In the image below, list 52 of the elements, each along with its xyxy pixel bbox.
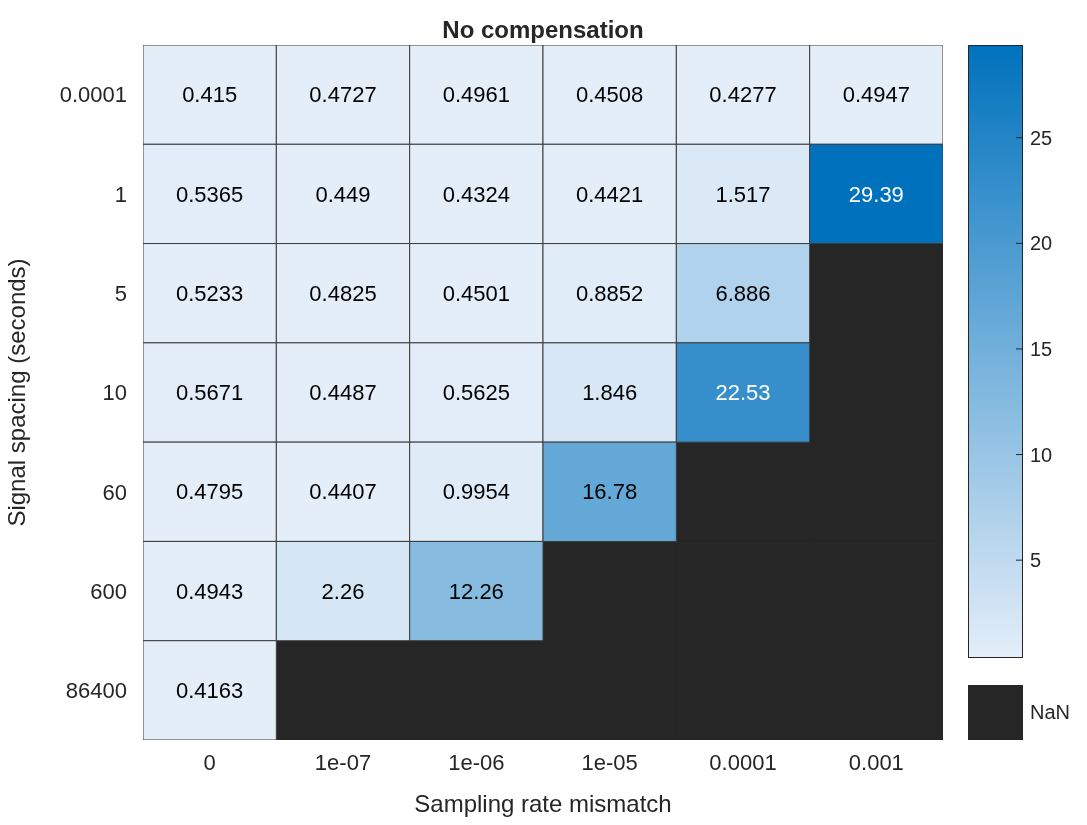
y-tick-label: 86400 [65, 678, 127, 704]
data-label: 2.26 [321, 578, 365, 604]
data-label: 0.4487 [309, 380, 377, 406]
data-label: 0.4421 [576, 181, 644, 207]
y-tick-label: 10 [102, 380, 127, 406]
y-axis-title: Signal spacing (seconds) [2, 258, 30, 527]
data-label: 0.4943 [176, 578, 244, 604]
data-label: 0.5625 [442, 380, 510, 406]
data-label: 22.53 [715, 380, 771, 406]
data-label: 12.26 [448, 578, 504, 604]
data-label: 0.5671 [176, 380, 244, 406]
data-label: 1.846 [582, 380, 638, 406]
data-label: 0.4277 [709, 82, 777, 108]
data-label: 0.415 [182, 82, 238, 108]
y-tick-label: 600 [90, 578, 127, 604]
data-label: 0.4727 [309, 82, 377, 108]
color-bar-label: 10 [1030, 443, 1053, 466]
data-label: 6.886 [715, 280, 771, 306]
data-label: 29.39 [848, 181, 904, 207]
color-bar-label: 5 [1030, 549, 1042, 572]
data-label: 0.4163 [176, 678, 244, 704]
x-tick-label: 0.0001 [709, 749, 777, 775]
data-label: 0.4947 [842, 82, 910, 108]
data-label: 16.78 [582, 479, 638, 505]
data-label: 0.9954 [442, 479, 510, 505]
x-axis-title: Sampling rate mismatch [414, 790, 672, 817]
y-tick-label: 60 [102, 479, 127, 505]
data-label: 0.4961 [442, 82, 510, 108]
y-tick-label: 5 [114, 281, 127, 307]
data-label: 0.449 [315, 181, 371, 207]
data-label: 0.4825 [309, 280, 377, 306]
data-label: 0.8852 [576, 280, 644, 306]
data-label: 0.4795 [176, 479, 244, 505]
text: NaN [1030, 701, 1071, 723]
data-label: 0.4501 [442, 280, 510, 306]
y-tick-label: 1 [114, 181, 127, 207]
data-label: 0.4324 [442, 181, 510, 207]
chart-title: No compensation [441, 16, 645, 44]
y-tick-label: 0.0001 [59, 82, 127, 108]
data-label: 1.517 [715, 181, 771, 207]
data-label: 0.4407 [309, 479, 377, 505]
x-tick-label: 1e-06 [448, 749, 505, 775]
x-tick-label: 0 [203, 749, 216, 775]
x-tick-label: 1e-05 [581, 749, 638, 775]
data-label: 0.5233 [176, 280, 244, 306]
color-bar-label: 20 [1030, 232, 1053, 255]
data-label: 0.5365 [176, 181, 244, 207]
data-label: 0.4508 [576, 82, 644, 108]
color-bar-label: 15 [1030, 337, 1053, 360]
x-tick-label: 0.001 [848, 749, 904, 775]
color-bar-label: 25 [1030, 126, 1053, 149]
x-tick-label: 1e-07 [314, 749, 372, 775]
